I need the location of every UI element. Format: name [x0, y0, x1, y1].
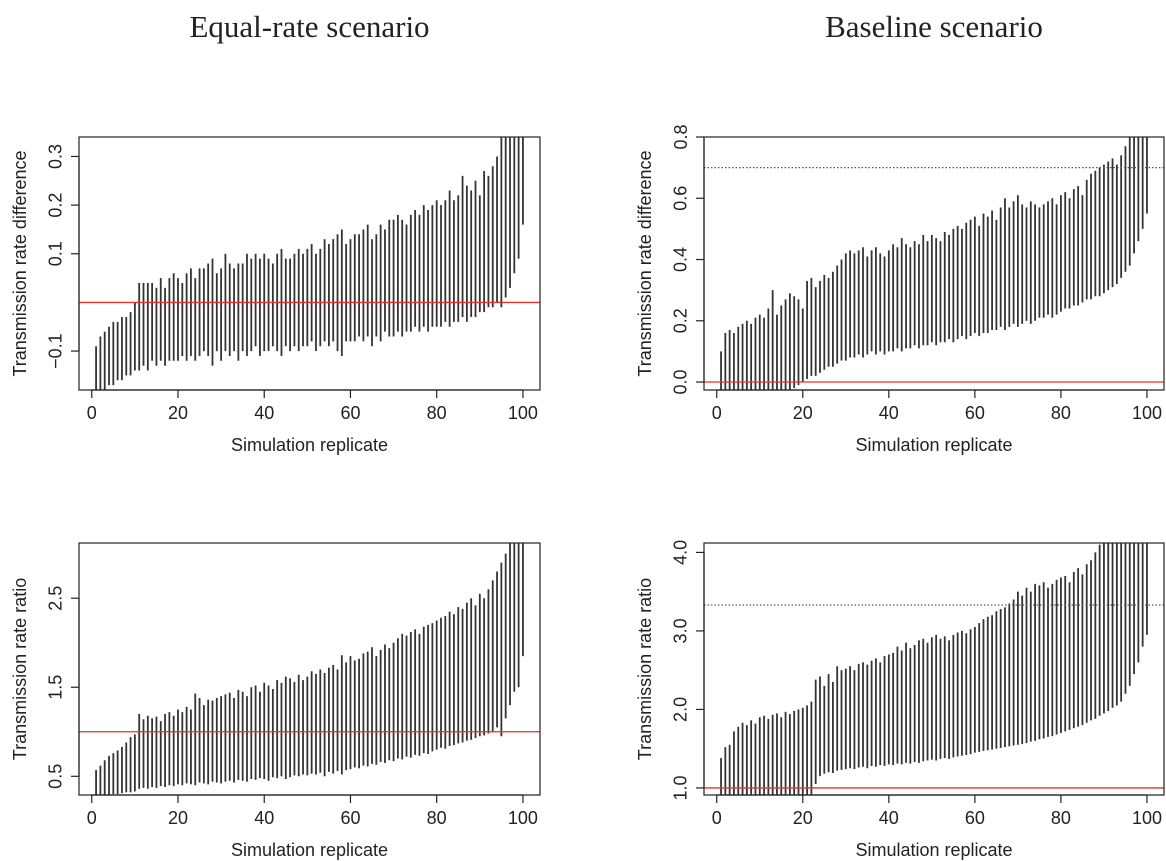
x-tick-label: 0 — [712, 808, 722, 828]
y-axis-label: Transmission rate ratio — [635, 578, 655, 760]
y-axis-label: Transmission rate difference — [10, 150, 30, 376]
column-title: Baseline scenario — [825, 9, 1043, 44]
x-tick-label: 40 — [879, 403, 899, 423]
x-tick-label: 40 — [254, 403, 274, 423]
y-tick-label: 2.5 — [46, 586, 66, 611]
x-tick-label: 0 — [712, 403, 722, 423]
x-tick-label: 0 — [87, 808, 97, 828]
x-tick-label: 40 — [254, 808, 274, 828]
plot-area — [79, 543, 540, 795]
y-tick-label: 0.4 — [671, 247, 691, 272]
x-tick-label: 100 — [1132, 808, 1162, 828]
y-tick-label: 0.2 — [671, 308, 691, 333]
y-tick-label: 3.0 — [671, 618, 691, 643]
y-tick-label: 1.0 — [671, 775, 691, 800]
y-tick-label: 0.3 — [46, 144, 66, 169]
x-axis-label: Simulation replicate — [855, 840, 1012, 860]
plot-area — [79, 137, 540, 390]
y-tick-label: 0.1 — [46, 241, 66, 266]
x-tick-label: 100 — [508, 403, 538, 423]
y-tick-label: 0.8 — [671, 124, 691, 149]
x-tick-label: 80 — [427, 808, 447, 828]
x-tick-label: 60 — [340, 403, 360, 423]
x-tick-label: 100 — [508, 808, 538, 828]
x-axis-label: Simulation replicate — [855, 435, 1012, 455]
plot-area — [704, 543, 1164, 795]
x-tick-label: 20 — [793, 403, 813, 423]
x-tick-label: 20 — [168, 808, 188, 828]
panel: Equal-rate scenario 0 20 40 60 80 100 −0.1 0.1 0.… — [10, 9, 541, 455]
x-tick-label: 40 — [879, 808, 899, 828]
panel: 0 20 40 60 80 100 0.5 1.5 2.5 Simulation replicat… — [10, 542, 541, 860]
y-tick-label: 0.6 — [671, 186, 691, 211]
y-axis-label: Transmission rate difference — [635, 150, 655, 376]
panel: Baseline scenario 0 20 40 60 80 100 0.0 0.2 0.4 0.… — [635, 9, 1165, 455]
y-tick-label: 1.5 — [46, 675, 66, 700]
y-tick-label: 0.0 — [671, 370, 691, 395]
x-tick-label: 60 — [965, 403, 985, 423]
x-axis-label: Simulation replicate — [231, 435, 388, 455]
y-tick-label: 4.0 — [671, 540, 691, 565]
y-tick-label: 0.2 — [46, 193, 66, 218]
plot-area — [704, 137, 1164, 390]
x-tick-label: 60 — [340, 808, 360, 828]
y-tick-label: 2.0 — [671, 697, 691, 722]
x-tick-label: 0 — [87, 403, 97, 423]
x-axis-label: Simulation replicate — [231, 840, 388, 860]
x-tick-label: 100 — [1132, 403, 1162, 423]
x-tick-label: 80 — [1051, 808, 1071, 828]
y-axis-label: Transmission rate ratio — [10, 578, 30, 760]
panel: 0 20 40 60 80 100 1.0 2.0 3.0 4.0 Simulation repli… — [635, 540, 1165, 860]
y-tick-label: −0.1 — [46, 333, 66, 369]
x-tick-label: 60 — [965, 808, 985, 828]
x-tick-label: 80 — [1051, 403, 1071, 423]
x-tick-label: 20 — [168, 403, 188, 423]
y-tick-label: 0.5 — [46, 764, 66, 789]
column-title: Equal-rate scenario — [189, 9, 429, 44]
x-tick-label: 20 — [793, 808, 813, 828]
x-tick-label: 80 — [427, 403, 447, 423]
